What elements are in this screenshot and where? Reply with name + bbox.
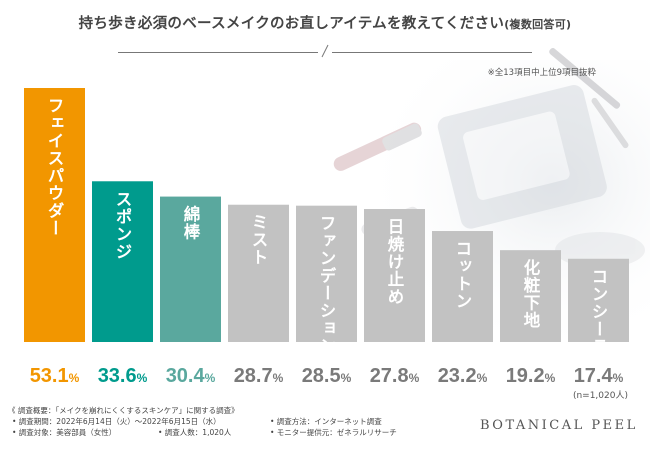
survey-count: • 調査人数：1,020人 (158, 428, 232, 437)
survey-target: • 調査対象：美容部員（女性） (12, 428, 117, 437)
bar-9 (568, 258, 629, 342)
bar-2 (92, 181, 153, 342)
category-label-7: コットン (453, 240, 472, 310)
survey-period: • 調査期間：2022年6月14日（火）〜2022年6月15日（水） (12, 417, 221, 426)
category-label-3: 綿棒 (181, 204, 200, 241)
title-divider-left (118, 52, 318, 53)
value-label-7: 23.2% (438, 365, 488, 387)
title-divider-right (332, 52, 532, 53)
category-label-4: ミスト (249, 214, 268, 267)
survey-heading: 《 調査概要：「メイクを崩れにくくするスキンケア」に関する調査》 (8, 406, 239, 415)
category-label-8: 化粧下地 (521, 258, 540, 329)
brand-logo: BOTANICAL PEEL (480, 418, 638, 433)
category-label-1: フェイスパウダー (45, 97, 64, 237)
sample-size: (n=1,020人) (572, 391, 628, 401)
title-divider-slash (321, 44, 329, 58)
chart-title: 持ち歩き必須のベースメイクのお直しアイテムを教えてください(複数回答可) (0, 12, 650, 33)
value-label-2: 33.6% (98, 365, 148, 387)
chart-title-main: 持ち歩き必須のベースメイクのお直しアイテムを教えてください (78, 16, 505, 32)
category-label-2: スポンジ (113, 190, 132, 260)
bar-5 (296, 205, 357, 342)
survey-method: • 調査方法：インターネット調査 (270, 417, 382, 426)
value-label-5: 28.5% (302, 365, 352, 387)
category-label-5: ファンデーション (317, 215, 336, 355)
value-label-3: 30.4% (166, 365, 216, 387)
value-label-1: 53.1% (30, 365, 80, 387)
chart-footnote: ※全13項目中上位9項目抜粋 (487, 68, 596, 78)
bar-chart: フェイスパウダー 53.1% スポンジ 33.6% 綿棒 30.4% ミスト 28.7% ファン… (24, 88, 629, 387)
bar-1 (24, 88, 85, 342)
chart-title-suffix: (複数回答可) (504, 18, 572, 31)
bar-8 (500, 250, 561, 342)
survey-provider: • モニター提供元：ゼネラルリサーチ (270, 428, 397, 437)
category-label-9: コンシーラー (589, 268, 608, 373)
value-label-4: 28.7% (234, 365, 284, 387)
value-label-6: 27.8% (370, 365, 420, 387)
value-label-8: 19.2% (506, 365, 556, 387)
category-label-6: 日焼け止め (385, 218, 404, 306)
bar-4 (228, 204, 289, 342)
value-label-9: 17.4% (574, 365, 624, 387)
bar-7 (432, 231, 493, 342)
bar-3 (160, 196, 221, 342)
bar-6 (364, 209, 425, 342)
